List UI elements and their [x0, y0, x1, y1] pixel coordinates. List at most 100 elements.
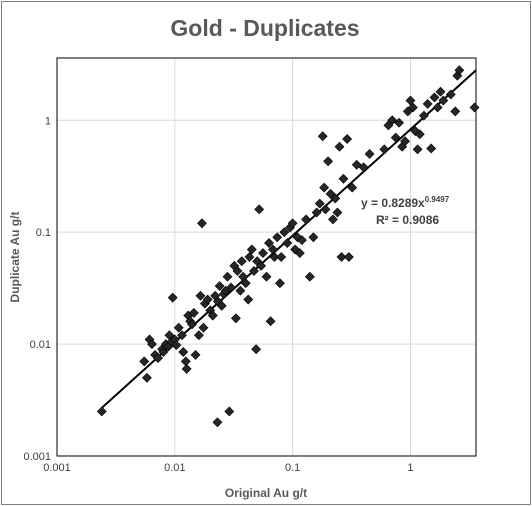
data-point — [330, 193, 341, 204]
data-point — [276, 252, 287, 262]
y-axis-title: Duplicate Au g/t — [8, 212, 22, 303]
data-point — [142, 372, 152, 383]
x-axis-title: Original Au g/t — [225, 486, 307, 500]
data-point — [311, 207, 322, 218]
data-point — [251, 344, 262, 355]
data-point — [181, 363, 192, 374]
data-point — [261, 271, 272, 282]
x-tick-labels: 0.001 0.01 0.1 1 — [43, 462, 413, 474]
data-point — [301, 214, 311, 225]
data-point — [212, 417, 223, 428]
data-point — [167, 292, 178, 303]
data-point — [435, 86, 446, 97]
data-point — [256, 260, 267, 271]
data-point — [173, 322, 184, 333]
trend-equation-base: y = 0.8289x — [361, 196, 425, 210]
data-point — [308, 232, 319, 243]
data-point — [332, 207, 343, 218]
data-point — [328, 214, 338, 225]
data-point — [180, 356, 191, 367]
y-tick-label: 0.001 — [23, 451, 51, 463]
x-tick-label: 0.1 — [285, 462, 300, 474]
data-point — [432, 102, 443, 113]
data-point — [426, 143, 437, 154]
data-point — [336, 252, 347, 262]
data-point — [358, 162, 369, 173]
data-point — [279, 227, 290, 238]
data-point — [408, 102, 418, 113]
data-point — [347, 182, 358, 193]
chart-title: Gold - Duplicates — [170, 15, 360, 41]
data-point — [412, 144, 423, 155]
data-point — [207, 310, 218, 321]
data-point — [193, 330, 204, 341]
data-point — [320, 204, 331, 215]
x-tick-label: 1 — [407, 462, 413, 474]
data-point — [272, 232, 283, 243]
data-point — [264, 238, 274, 248]
data-point — [202, 294, 213, 305]
data-point — [400, 136, 410, 147]
data-point — [422, 98, 433, 109]
data-point — [323, 156, 334, 167]
data-point — [294, 248, 305, 259]
data-point — [171, 340, 182, 350]
data-point — [198, 322, 209, 333]
data-point — [438, 95, 449, 106]
data-point — [450, 106, 461, 117]
y-tick-label: 0.1 — [36, 227, 51, 239]
data-point — [222, 271, 233, 282]
y-tick-label: 0.01 — [30, 339, 51, 351]
x-tick-label: 0.01 — [164, 462, 185, 474]
data-point — [197, 218, 207, 229]
grid-lines — [56, 58, 476, 457]
y-tick-labels: 0.001 0.01 0.1 1 — [23, 115, 51, 463]
data-point — [429, 92, 440, 103]
data-point — [243, 294, 254, 305]
data-point — [178, 347, 189, 357]
data-point — [287, 218, 298, 229]
y-tick-label: 1 — [45, 115, 51, 127]
data-point — [297, 235, 307, 245]
data-point — [454, 65, 465, 76]
data-point — [445, 89, 456, 100]
data-point — [224, 406, 235, 417]
data-point — [96, 406, 107, 417]
data-point — [216, 300, 227, 311]
plot-area — [56, 57, 477, 457]
r-squared: R² = 0.9086 — [376, 213, 439, 227]
data-point — [232, 266, 243, 276]
data-point — [418, 110, 429, 121]
data-point — [319, 182, 330, 193]
data-point — [258, 248, 268, 259]
data-point — [236, 256, 247, 267]
data-point — [304, 271, 315, 282]
data-point — [379, 144, 390, 155]
data-point — [177, 330, 187, 341]
trend-equation: y = 0.8289x0.9497 — [361, 195, 450, 210]
data-point — [153, 353, 163, 363]
data-point — [254, 204, 265, 215]
data-point — [226, 282, 236, 293]
data-point — [244, 252, 255, 262]
data-point — [269, 252, 280, 262]
data-point — [405, 95, 416, 106]
data-point — [249, 266, 259, 276]
data-point — [317, 131, 328, 142]
data-point — [394, 117, 404, 128]
data-point — [469, 102, 480, 113]
data-point — [139, 356, 150, 367]
data-point — [282, 238, 293, 248]
data-point — [158, 347, 169, 357]
data-point — [147, 339, 157, 350]
data-point — [390, 132, 401, 143]
data-point — [275, 278, 285, 289]
data-point — [246, 244, 257, 255]
data-point — [342, 134, 353, 144]
x-tick-label: 0.001 — [43, 462, 71, 474]
data-point — [235, 285, 246, 296]
trend-equation-exponent: 0.9497 — [425, 195, 450, 204]
data-point — [338, 173, 349, 184]
data-point — [230, 313, 241, 324]
